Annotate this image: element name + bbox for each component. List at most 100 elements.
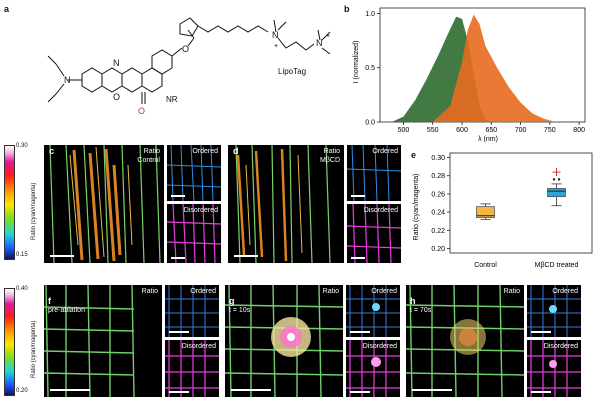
panel-g-scalebar xyxy=(231,389,271,391)
panel-g-disordered-image: Disordered xyxy=(346,340,400,397)
colorbar-bottom-label: Ratio (cyan/magenta) xyxy=(31,320,37,378)
panel-f-scalebar xyxy=(50,389,90,391)
spectrum-ylabel: I (normalized) xyxy=(353,41,360,84)
panel-c-ratio-tag: Ratio xyxy=(143,148,160,155)
spectrum-xtick-label: 550 xyxy=(427,127,439,134)
colorbar-top-label: Ratio (cyan/magenta) xyxy=(31,182,37,240)
panel-h-scalebar xyxy=(412,389,452,391)
panel-d-ratio-tag: Ratio xyxy=(323,148,340,155)
panel-g-time: t = 10s xyxy=(229,307,251,314)
box-rect xyxy=(476,206,495,218)
panel-d-disordered-label: Disordered xyxy=(363,207,398,214)
spectrum-xtick-label: 750 xyxy=(544,127,556,134)
box-frame xyxy=(449,152,593,254)
panel-f-disordered-label: Disordered xyxy=(181,343,216,350)
panel-h-disordered-image: Disordered xyxy=(527,340,581,397)
box-category-label: Control xyxy=(474,262,497,269)
ring-o: O xyxy=(113,92,120,102)
box-outlier xyxy=(557,178,561,181)
box-ytick-label: 0.28 xyxy=(431,173,445,180)
panel-label-b: b xyxy=(344,4,350,14)
panel-h-ordered-label: Ordered xyxy=(552,288,578,295)
ratio-box-chart: Ratio (cyan/magenta) 0.20 0.22 0.24 0.26 0.2… xyxy=(413,152,593,269)
panel-h-ordered-image: Ordered xyxy=(527,285,581,337)
box-outlier xyxy=(552,178,556,181)
panel-h-disordered-scalebar xyxy=(531,391,551,393)
spectrum-xtick-label: 600 xyxy=(456,127,468,134)
panel-f-time: pre-ablation xyxy=(48,307,85,314)
box-category-label: MβCD treated xyxy=(535,262,579,269)
panel-d-disordered-image: Disordered xyxy=(347,204,401,263)
ring-n: N xyxy=(113,58,120,68)
panel-g-disordered-label: Disordered xyxy=(362,343,397,350)
panel-label-a: a xyxy=(4,4,10,14)
quat-n-2: N xyxy=(316,38,323,48)
panel-g-ordered-image: Ordered xyxy=(346,285,400,337)
spectrum-xtick-label: 650 xyxy=(485,127,497,134)
amine-n: N xyxy=(64,75,71,85)
spectrum-ytick-label: 0.5 xyxy=(365,65,375,72)
panel-h-ratio-image: Ratio t = 70s xyxy=(406,285,524,397)
panel-g-ordered-scalebar xyxy=(350,331,370,333)
panel-h-disordered-label: Disordered xyxy=(543,343,578,350)
box-ytick-label: 0.22 xyxy=(431,228,445,235)
colorbar-top xyxy=(4,145,15,260)
panel-f-ordered-scalebar xyxy=(169,331,189,333)
panel-c-disordered-image: Disordered xyxy=(167,204,221,263)
spectrum-xlabel: λ (nm) xyxy=(478,136,498,143)
quat-plus-2: + xyxy=(326,33,330,40)
box-rect xyxy=(547,188,566,198)
panel-f-ordered-label: Ordered xyxy=(190,288,216,295)
nr-label: NR xyxy=(166,95,178,104)
colorbar-bottom-max: 0.40 xyxy=(16,286,28,292)
panel-c-disordered-label: Disordered xyxy=(183,207,218,214)
panel-f-ordered-image: Ordered xyxy=(165,285,219,337)
panel-c-ratio-image: Ratio Control xyxy=(44,145,164,263)
colorbar-bottom xyxy=(4,288,15,396)
panel-c-condition: Control xyxy=(137,157,160,164)
box-ytick-label: 0.20 xyxy=(431,246,445,253)
panel-c-ordered-image: Ordered xyxy=(167,145,221,201)
chemical-structure: N N O O O N + N + LipoTag NR xyxy=(47,17,331,116)
box-ytick-label: 0.24 xyxy=(431,210,445,217)
panel-label-e: e xyxy=(411,150,417,160)
panel-d-ordered-label: Ordered xyxy=(372,148,398,155)
panel-f-disordered-image: Disordered xyxy=(165,340,219,397)
panel-g-ratio-image: Ratio t = 10s xyxy=(225,285,343,397)
box-ylabel: Ratio (cyan/magenta) xyxy=(413,174,420,241)
panel-label-h: h xyxy=(410,296,416,306)
panel-d-condition: MβCD xyxy=(320,157,340,164)
panel-f-ratio-tag: Ratio xyxy=(141,288,158,295)
panel-g-ratio-tag: Ratio xyxy=(322,288,339,295)
spectrum-xtick-label: 700 xyxy=(515,127,527,134)
spectrum-chart: I (normalized) λ (nm) 500 550 600 650 700 750… xyxy=(353,7,586,143)
panel-h-ratio-tag: Ratio xyxy=(503,288,520,295)
spectrum-ytick-label: 1.0 xyxy=(365,11,375,18)
panel-c-scalebar xyxy=(50,255,74,257)
colorbar-top-min: 0.15 xyxy=(16,252,28,258)
spectrum-xtick-label: 500 xyxy=(398,127,410,134)
panel-c-ordered-label: Ordered xyxy=(192,148,218,155)
panel-label-c: c xyxy=(49,146,55,156)
panel-d-ordered-image: Ordered xyxy=(347,145,401,201)
panel-h-time: t = 70s xyxy=(410,307,432,314)
spectrum-series-1 xyxy=(432,14,556,123)
panel-label-f: f xyxy=(48,296,51,306)
panel-f-disordered-scalebar xyxy=(169,391,189,393)
quat-n-1: N xyxy=(272,30,279,40)
panel-d-ratio-image: Ratio MβCD xyxy=(228,145,344,263)
panel-label-g: g xyxy=(229,296,235,306)
colorbar-bottom-min: 0.20 xyxy=(16,388,28,394)
spectrum-xtick-label: 800 xyxy=(573,127,585,134)
box-outlier-plus xyxy=(552,168,561,177)
ether-o: O xyxy=(182,44,189,54)
panel-d-disordered-scalebar xyxy=(351,257,365,259)
panel-d-scalebar xyxy=(234,255,258,257)
spectrum-ytick-label: 0.0 xyxy=(365,120,375,127)
colorbar-top-max: 0.30 xyxy=(16,143,28,149)
quat-plus-1: + xyxy=(274,43,278,50)
carbonyl-o: O xyxy=(138,106,145,116)
panel-c-ordered-scalebar xyxy=(171,195,185,197)
panel-h-ordered-scalebar xyxy=(531,331,551,333)
panel-label-d: d xyxy=(233,146,239,156)
